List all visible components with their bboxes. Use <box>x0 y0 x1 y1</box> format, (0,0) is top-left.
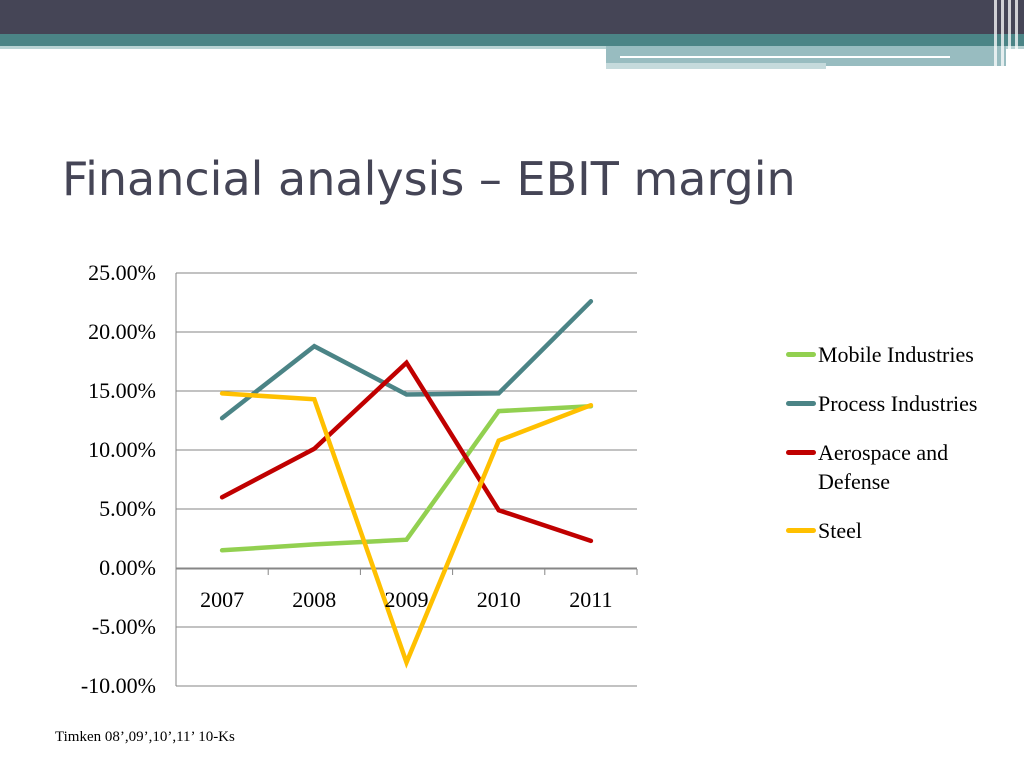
legend-swatch <box>786 352 816 357</box>
y-tick-label: 0.00% <box>99 555 156 580</box>
y-tick-label: -10.00% <box>81 673 156 698</box>
y-tick-label: 25.00% <box>88 260 156 285</box>
legend-label: Process Industries <box>818 391 978 416</box>
y-tick-label: 10.00% <box>88 437 156 462</box>
legend-item: Process Industries <box>786 389 978 418</box>
legend-item: Aerospace and Defense <box>786 438 978 496</box>
series-line-3 <box>219 391 594 669</box>
x-tick-label: 2010 <box>477 587 521 612</box>
legend-label: Steel <box>818 518 862 543</box>
chart-legend: Mobile Industries Process Industries Aeros… <box>786 340 978 565</box>
header-teal-band <box>0 34 1024 46</box>
series-line-2 <box>219 359 594 544</box>
header-stripes <box>990 0 1024 70</box>
source-note: Timken 08’,09’,10’,11’ 10-Ks <box>55 729 235 745</box>
y-tick-label: 20.00% <box>88 319 156 344</box>
header-light-band <box>0 46 1024 49</box>
y-tick-label: -5.00% <box>92 614 156 639</box>
y-tick-label: 15.00% <box>88 378 156 403</box>
legend-swatch <box>786 450 816 455</box>
legend-item: Steel <box>786 516 978 545</box>
x-tick-label: 2011 <box>569 587 612 612</box>
header-accent-bar-lower <box>606 63 826 69</box>
legend-swatch <box>786 401 816 406</box>
legend-label: Mobile Industries <box>818 342 974 367</box>
slide-title: Financial analysis – EBIT margin <box>62 152 796 206</box>
x-tick-label: 2009 <box>385 587 429 612</box>
x-tick-label: 2007 <box>200 587 244 612</box>
y-tick-label: 5.00% <box>99 496 156 521</box>
legend-swatch <box>786 528 816 533</box>
legend-item: Mobile Industries <box>786 340 978 369</box>
header-accent-line <box>620 56 950 58</box>
header-dark-band <box>0 0 1024 34</box>
legend-label: Aerospace and Defense <box>818 440 949 494</box>
x-tick-label: 2008 <box>292 587 336 612</box>
